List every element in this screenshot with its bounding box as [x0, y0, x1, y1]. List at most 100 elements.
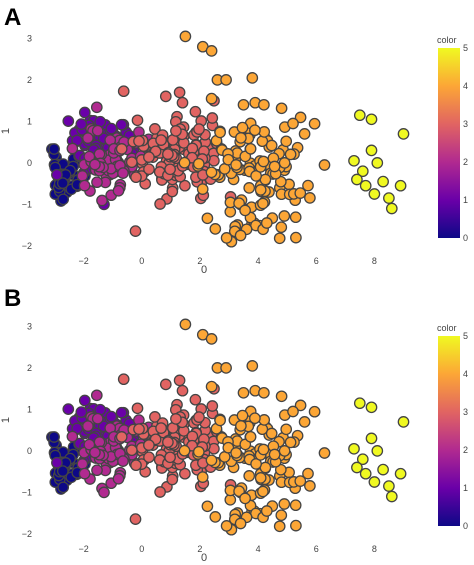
colorbar-tick-label: 5 — [463, 43, 468, 53]
x-tick-label: 0 — [139, 544, 144, 554]
data-point — [56, 177, 69, 189]
data-point — [209, 223, 222, 235]
data-point — [143, 439, 155, 451]
data-point — [257, 485, 269, 498]
data-point — [249, 124, 261, 137]
data-point — [205, 380, 218, 393]
data-point — [89, 446, 101, 459]
data-point — [205, 166, 218, 179]
data-point — [244, 430, 257, 443]
data-point — [96, 194, 108, 207]
data-point — [205, 45, 218, 57]
data-point — [143, 163, 155, 176]
data-point — [257, 155, 270, 168]
data-point — [196, 183, 209, 195]
data-point — [192, 445, 205, 458]
data-point — [209, 511, 222, 523]
colorbar-title: color — [437, 35, 457, 45]
data-point — [57, 193, 70, 206]
data-point — [220, 520, 233, 532]
data-point — [239, 204, 251, 217]
data-point — [91, 176, 103, 189]
data-point — [289, 499, 302, 512]
data-point — [302, 179, 314, 192]
data-point — [377, 175, 389, 188]
colorbar-tick-label: 0 — [463, 521, 468, 531]
data-point — [359, 467, 372, 480]
x-axis-title: 0 — [201, 264, 207, 276]
data-point — [230, 447, 242, 459]
data-point — [234, 517, 247, 530]
data-point — [178, 444, 191, 457]
data-point — [383, 192, 395, 204]
data-point — [290, 231, 302, 244]
data-point — [115, 431, 128, 443]
data-point — [78, 106, 91, 119]
data-point — [159, 90, 172, 103]
data-point — [131, 402, 144, 415]
data-point — [112, 472, 125, 485]
data-point — [115, 118, 128, 131]
x-tick-label: 0 — [139, 256, 144, 266]
colorbar-tick-label: 2 — [463, 157, 468, 167]
data-point — [351, 173, 363, 186]
colorbar-tick-label: 0 — [463, 233, 468, 243]
data-point — [83, 150, 96, 163]
y-tick-label: 2 — [27, 75, 32, 85]
data-point — [166, 185, 179, 198]
data-point — [76, 458, 89, 470]
y-tick-label: −2 — [22, 529, 32, 539]
data-point — [78, 179, 91, 192]
data-point — [394, 179, 407, 192]
data-point — [235, 132, 247, 144]
data-point — [351, 461, 363, 474]
data-point — [249, 412, 261, 425]
data-point — [56, 465, 69, 477]
data-point — [371, 445, 384, 457]
data-point — [82, 132, 94, 144]
data-point — [196, 471, 209, 483]
colorbar-tick-label: 4 — [463, 81, 468, 91]
data-point — [250, 170, 262, 182]
data-point — [173, 374, 186, 387]
data-point — [149, 123, 161, 135]
colorbar-tick-label: 5 — [463, 331, 468, 341]
y-tick-label: −2 — [22, 241, 32, 251]
data-point — [91, 464, 103, 477]
data-point — [365, 432, 378, 445]
data-point — [89, 158, 101, 171]
data-point — [397, 416, 410, 428]
data-point — [246, 360, 259, 372]
data-point — [51, 456, 63, 469]
data-point — [205, 333, 218, 345]
data-point — [298, 128, 311, 140]
data-point — [235, 420, 247, 432]
data-point — [75, 406, 88, 418]
data-point — [254, 184, 267, 196]
data-point — [178, 156, 191, 169]
data-point — [83, 438, 96, 451]
data-point — [265, 139, 278, 152]
y-axis-title: 1 — [0, 128, 12, 134]
data-point — [170, 125, 182, 137]
data-point — [308, 405, 321, 418]
data-point — [250, 458, 262, 470]
data-point — [302, 467, 314, 480]
data-point — [304, 192, 316, 204]
colorbar-ticks: 0 1 2 3 4 5 — [463, 43, 468, 243]
data-point — [193, 123, 205, 135]
data-point — [66, 430, 79, 443]
data-point — [275, 390, 288, 403]
scatter-plot: −2 0 2 4 6 8 −2 −1 0 1 2 3 — [22, 30, 410, 266]
data-point — [143, 151, 155, 163]
data-point — [298, 416, 311, 428]
data-point — [192, 157, 205, 170]
data-point — [193, 411, 205, 423]
data-point — [117, 85, 130, 98]
data-point — [318, 159, 331, 171]
scatter-plot: −2 0 2 4 6 8 −2 −1 0 1 2 3 — [22, 318, 410, 554]
x-tick-label: 4 — [256, 256, 261, 266]
data-point — [260, 505, 273, 517]
data-point — [284, 436, 297, 449]
